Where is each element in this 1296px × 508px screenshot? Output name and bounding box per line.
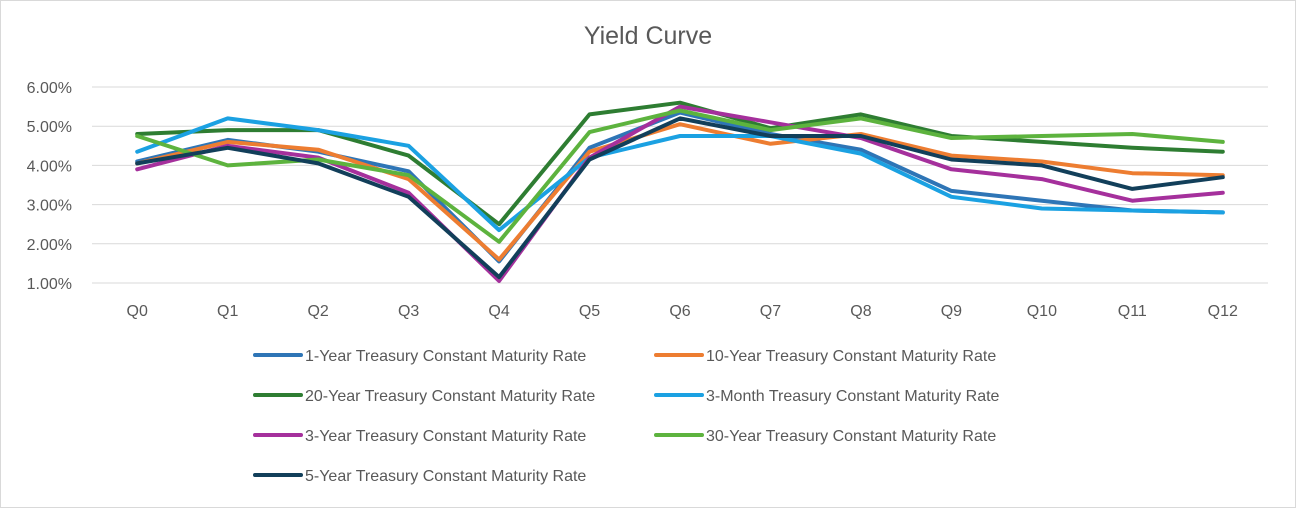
- legend: 1-Year Treasury Constant Maturity Rate 10…: [253, 348, 1000, 485]
- x-tick-label: Q0: [127, 303, 148, 320]
- y-axis-ticks: 1.00% 2.00% 3.00% 4.00% 5.00% 6.00%: [27, 80, 72, 293]
- y-tick-label: 2.00%: [27, 237, 72, 254]
- x-tick-label: Q9: [941, 303, 962, 320]
- y-tick-label: 6.00%: [27, 80, 72, 97]
- legend-label: 1-Year Treasury Constant Maturity Rate: [305, 348, 586, 365]
- x-tick-label: Q1: [217, 303, 238, 320]
- series-line: [135, 116, 1225, 280]
- x-tick-label: Q5: [579, 303, 600, 320]
- y-tick-label: 5.00%: [27, 119, 72, 136]
- y-tick-label: 1.00%: [27, 276, 72, 293]
- series-line: [135, 116, 1225, 233]
- legend-label: 30-Year Treasury Constant Maturity Rate: [706, 428, 996, 445]
- x-tick-label: Q12: [1208, 303, 1238, 320]
- legend-label: 5-Year Treasury Constant Maturity Rate: [305, 468, 586, 485]
- x-tick-label: Q6: [669, 303, 690, 320]
- legend-label: 20-Year Treasury Constant Maturity Rate: [305, 388, 595, 405]
- x-tick-label: Q4: [488, 303, 509, 320]
- legend-label: 3-Year Treasury Constant Maturity Rate: [305, 428, 586, 445]
- x-tick-label: Q10: [1027, 303, 1057, 320]
- y-tick-label: 3.00%: [27, 198, 72, 215]
- series-line: [135, 104, 1225, 283]
- legend-label: 3-Month Treasury Constant Maturity Rate: [706, 388, 1000, 405]
- legend-label: 10-Year Treasury Constant Maturity Rate: [706, 348, 996, 365]
- x-tick-label: Q3: [398, 303, 419, 320]
- series-line: [135, 122, 1225, 262]
- x-tick-label: Q7: [760, 303, 781, 320]
- x-axis-ticks: Q0 Q1 Q2 Q3 Q4 Q5 Q6 Q7 Q8 Q9 Q10 Q11 Q12: [127, 303, 1238, 320]
- x-tick-label: Q2: [307, 303, 328, 320]
- x-tick-label: Q11: [1118, 303, 1147, 320]
- x-tick-label: Q8: [850, 303, 871, 320]
- series-line: [135, 108, 1225, 244]
- chart-title: Yield Curve: [583, 22, 713, 50]
- y-tick-label: 4.00%: [27, 158, 72, 175]
- series-lines: [135, 100, 1225, 283]
